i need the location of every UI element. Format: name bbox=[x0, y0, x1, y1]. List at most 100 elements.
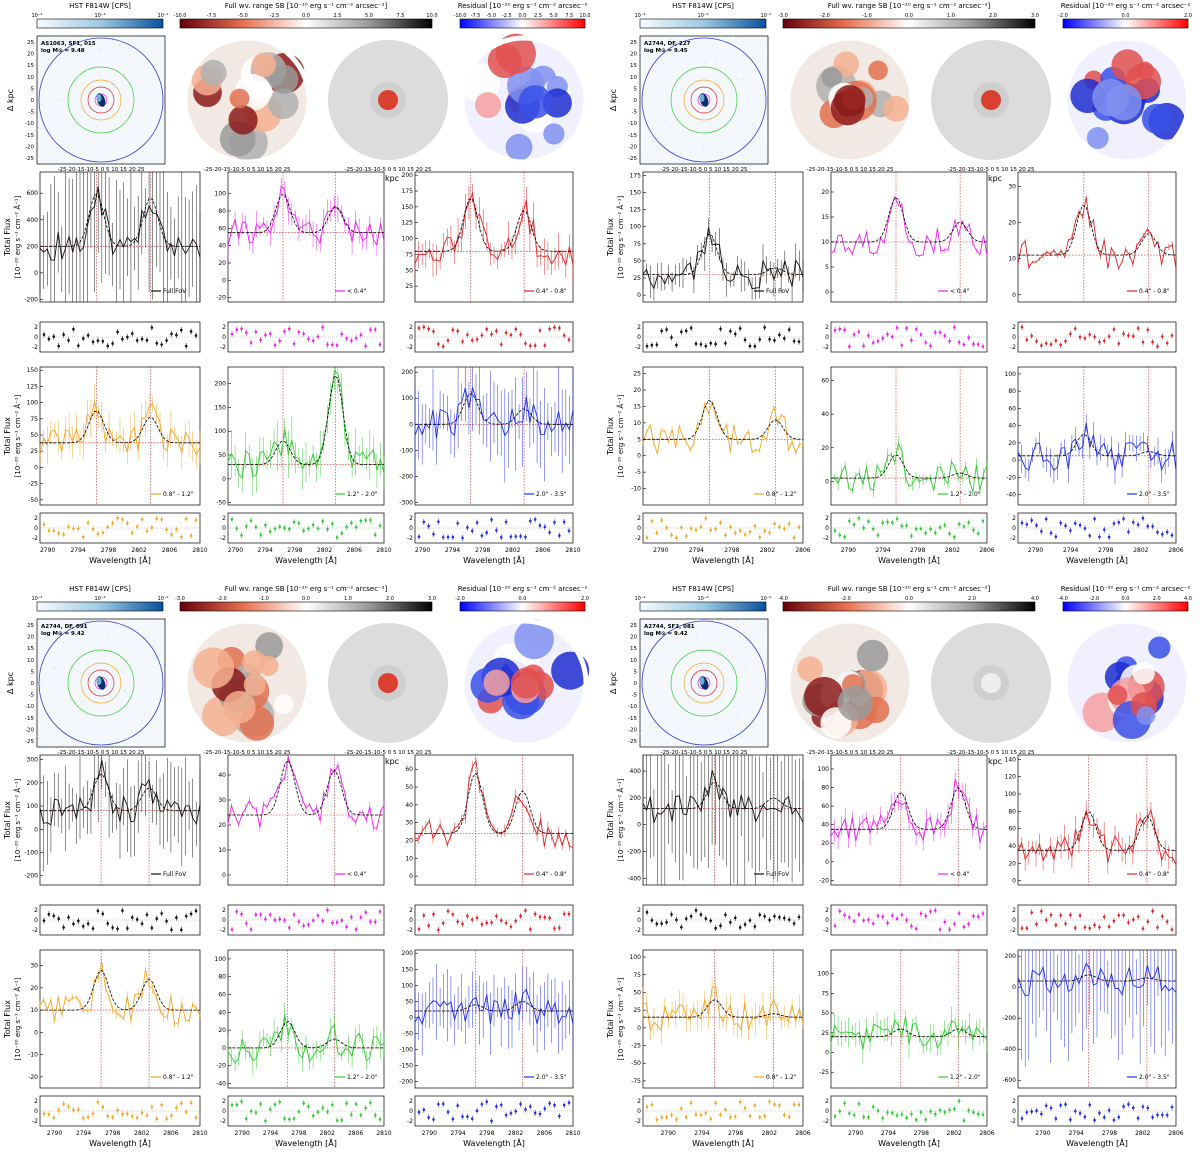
residual-point bbox=[533, 518, 537, 521]
residual-point bbox=[1131, 334, 1135, 338]
residual-tick-label: 0 bbox=[1012, 1108, 1016, 1115]
residual-tick-label: 0 bbox=[222, 917, 226, 924]
kpc-tick: 25 bbox=[630, 623, 637, 629]
residual-point bbox=[302, 529, 305, 533]
residual-point bbox=[150, 1105, 154, 1109]
aperture-ring bbox=[87, 669, 115, 697]
residual-point bbox=[230, 332, 234, 336]
model-core bbox=[981, 673, 1001, 693]
noise-dot bbox=[644, 670, 646, 672]
x-tick-label: 2802 bbox=[760, 547, 775, 554]
noise-dot bbox=[724, 146, 726, 148]
residual-tick-label: -2 bbox=[407, 535, 413, 542]
residual-point bbox=[417, 1110, 421, 1114]
y-tick-label: 80 bbox=[1008, 808, 1016, 815]
x-tick-label: 2802 bbox=[762, 1130, 777, 1137]
residual-point bbox=[57, 344, 61, 348]
residual-point bbox=[451, 328, 455, 332]
x-tick-label: 2802 bbox=[945, 547, 960, 554]
residual-point bbox=[1127, 530, 1130, 534]
residual-panel: 20-2 bbox=[1010, 321, 1177, 353]
map-blob bbox=[833, 85, 866, 117]
residual-point bbox=[77, 344, 80, 347]
residual-point bbox=[378, 910, 382, 913]
residual-point bbox=[461, 536, 464, 540]
noise-dot bbox=[104, 724, 106, 726]
residual-point bbox=[972, 1111, 975, 1114]
residual-point bbox=[733, 332, 737, 336]
residual-point bbox=[704, 917, 708, 920]
spectrum-frame bbox=[414, 754, 574, 886]
colorbar-tick: -7.5 bbox=[471, 13, 481, 19]
y-tick-label: 20 bbox=[405, 837, 413, 844]
noise-dot bbox=[146, 660, 148, 662]
galaxy-core bbox=[699, 677, 705, 685]
residual-point bbox=[287, 1118, 291, 1121]
residual-panel: 20-2 bbox=[32, 904, 201, 936]
map-blob bbox=[837, 685, 873, 721]
residual-point bbox=[1112, 919, 1116, 923]
residual-point bbox=[1093, 923, 1096, 927]
noise-dot bbox=[697, 666, 699, 668]
residual-point bbox=[278, 917, 282, 921]
residual-point bbox=[350, 915, 353, 919]
residual-point bbox=[354, 1102, 358, 1106]
legend-label: 0.4" - 0.8" bbox=[536, 288, 567, 295]
noise-dot bbox=[57, 160, 59, 162]
residual-point bbox=[264, 1119, 267, 1123]
y-tick-label: -300 bbox=[399, 499, 413, 506]
residual-point bbox=[670, 913, 673, 916]
residual-point bbox=[155, 517, 159, 520]
y-tick-label: 100 bbox=[215, 428, 227, 435]
residual-point bbox=[948, 532, 951, 535]
noise-dot bbox=[82, 729, 84, 731]
colorbar-tick: 0.0 bbox=[302, 596, 310, 602]
x-tick-label: 2798 bbox=[101, 547, 116, 554]
residual-point bbox=[1049, 343, 1053, 346]
residual-point bbox=[47, 337, 51, 341]
residual-point bbox=[1064, 1103, 1067, 1106]
spectrum-frame bbox=[227, 754, 385, 886]
legend-label: 0.4" - 0.8" bbox=[1139, 871, 1170, 878]
x-tick-label: 2790 bbox=[1035, 1130, 1050, 1137]
residual-point bbox=[924, 1118, 928, 1121]
colorbar-bar bbox=[1062, 601, 1189, 612]
residual-point bbox=[938, 1109, 942, 1112]
y-tick-label: 0 bbox=[34, 270, 38, 277]
noise-dot bbox=[738, 715, 740, 717]
kpc-tick-row: -25-20-15-10-5 0 5 10 15 20 25 bbox=[948, 750, 1035, 756]
noise-dot bbox=[764, 629, 766, 631]
x-tick-label: 2798 bbox=[287, 547, 302, 554]
y-tick-label: 200 bbox=[1005, 953, 1017, 960]
residual-point bbox=[852, 333, 856, 336]
residual-point bbox=[881, 521, 885, 525]
residual-tick-label: -2 bbox=[1010, 344, 1016, 351]
residual-point bbox=[1020, 1117, 1024, 1120]
x-tick-label: 2806 bbox=[347, 547, 362, 554]
residual-point bbox=[748, 919, 752, 922]
residual-point bbox=[432, 532, 435, 536]
residual-point bbox=[680, 925, 683, 929]
colorbar-tick: 10⁻² bbox=[760, 13, 771, 19]
residual-point bbox=[135, 1116, 139, 1120]
residual-point bbox=[130, 1114, 134, 1118]
residual-point bbox=[378, 1118, 382, 1121]
residual-point bbox=[77, 919, 80, 923]
residual-point bbox=[42, 523, 46, 526]
noise-dot bbox=[654, 85, 656, 87]
colorbar-tick: 2.0 bbox=[1153, 596, 1161, 602]
residual-point bbox=[655, 1118, 659, 1122]
noise-dot bbox=[674, 682, 676, 684]
y-tick-label: 30 bbox=[218, 797, 226, 804]
residual-point bbox=[1141, 1105, 1145, 1108]
residual-panel: 20-2 bbox=[823, 904, 988, 936]
noise-dot bbox=[692, 649, 694, 651]
y-tick-label: 5 bbox=[825, 264, 829, 271]
colorbar-tick: 5.0 bbox=[365, 13, 373, 19]
residual-point bbox=[345, 925, 348, 929]
galaxy-id: A2744, DF, 227 bbox=[644, 41, 691, 47]
